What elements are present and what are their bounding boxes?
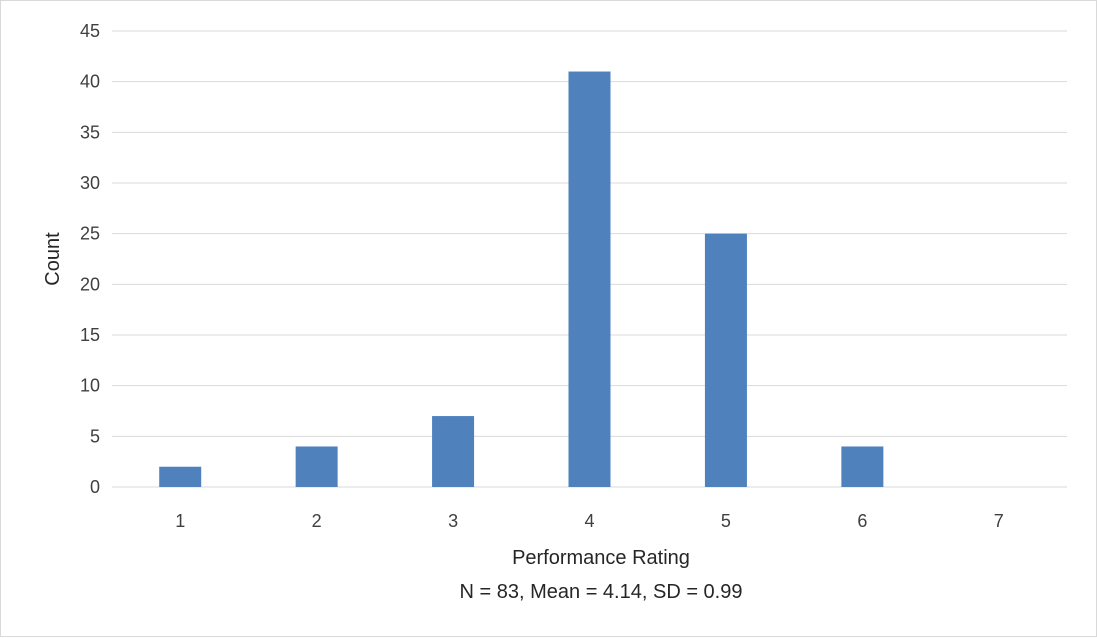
x-tick-label: 6 — [857, 511, 867, 531]
x-axis-ticks: 1 2 3 4 5 6 7 — [175, 511, 1004, 531]
y-tick-label: 10 — [80, 376, 100, 396]
x-tick-label: 2 — [312, 511, 322, 531]
y-tick-label: 40 — [80, 72, 100, 92]
x-tick-label: 5 — [721, 511, 731, 531]
x-tick-label: 7 — [994, 511, 1004, 531]
y-tick-label: 5 — [90, 426, 100, 446]
y-tick-label: 20 — [80, 274, 100, 294]
bar-5 — [704, 233, 747, 487]
y-tick-label: 35 — [80, 122, 100, 142]
bar-2 — [295, 446, 338, 487]
y-tick-label: 15 — [80, 325, 100, 345]
y-tick-label: 30 — [80, 173, 100, 193]
y-axis-ticks: 0 5 10 15 20 25 30 35 40 45 — [80, 21, 100, 497]
y-tick-label: 0 — [90, 477, 100, 497]
summary-statistics: N = 83, Mean = 4.14, SD = 0.99 — [460, 581, 743, 603]
y-axis-label: Count — [42, 232, 64, 286]
bar-3 — [432, 416, 475, 487]
bar-6 — [841, 446, 884, 487]
bars — [159, 71, 884, 488]
bar-4 — [568, 71, 611, 488]
x-axis-label: Performance Rating — [512, 547, 690, 569]
bar-1 — [159, 466, 202, 487]
x-tick-label: 3 — [448, 511, 458, 531]
y-tick-label: 25 — [80, 224, 100, 244]
x-tick-label: 1 — [175, 511, 185, 531]
x-tick-label: 4 — [584, 511, 594, 531]
y-tick-label: 45 — [80, 21, 100, 41]
